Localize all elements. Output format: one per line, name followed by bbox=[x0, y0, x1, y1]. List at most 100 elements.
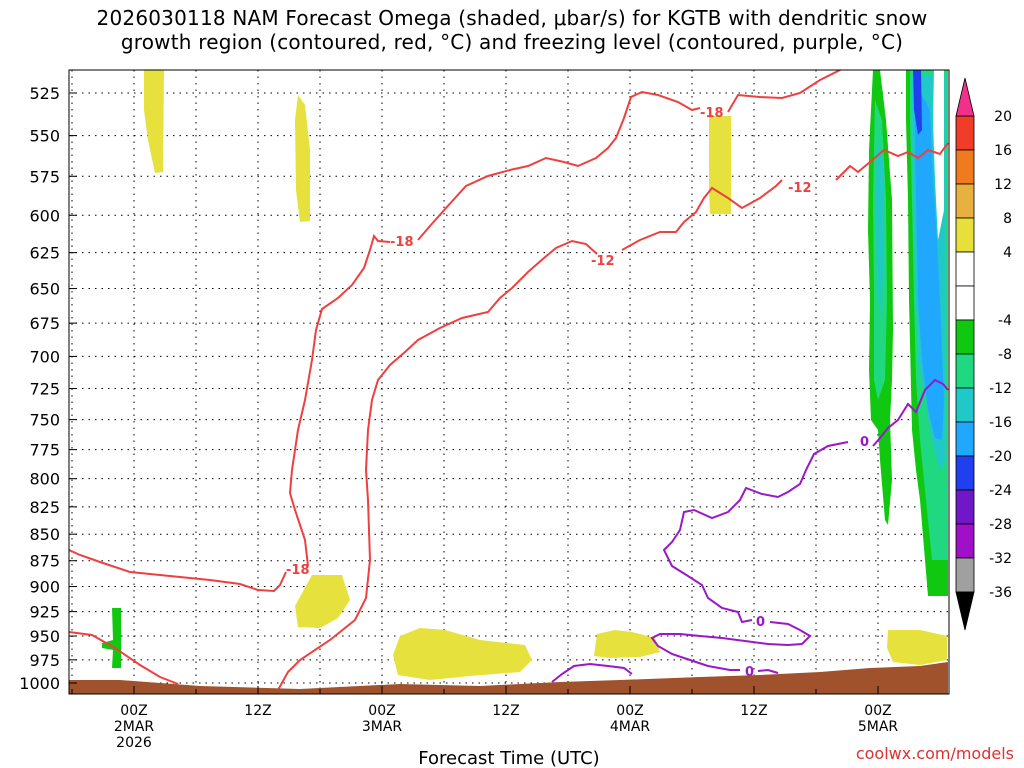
omega-patch-lightblue bbox=[914, 80, 944, 440]
contour-label: 0 bbox=[745, 665, 754, 680]
contour-label: -18 bbox=[700, 106, 724, 121]
contour-minus-12-right bbox=[835, 142, 949, 181]
contour-label: -12 bbox=[591, 254, 615, 269]
y-tick-label: 975 bbox=[29, 651, 60, 670]
y-tick-label: 675 bbox=[29, 314, 60, 333]
colorbar-label: -24 bbox=[989, 483, 1012, 499]
contour-minus-18-upper bbox=[417, 90, 701, 241]
contour-minus-12-upper bbox=[621, 179, 783, 251]
y-tick-label: 700 bbox=[29, 347, 60, 366]
colorbar-swatch bbox=[955, 353, 975, 389]
colorbar-label: -12 bbox=[989, 381, 1012, 397]
x-tick-label: 12Z bbox=[492, 703, 519, 719]
colorbar-swatch bbox=[955, 217, 975, 253]
omega-patch-green bbox=[102, 608, 121, 668]
omega-patch-yellow bbox=[144, 70, 164, 173]
contours bbox=[69, 70, 949, 691]
colorbar-swatch bbox=[955, 115, 975, 151]
x-tick-label: 12Z bbox=[244, 703, 271, 719]
y-tick-label: 875 bbox=[29, 552, 60, 571]
colorbar-swatch bbox=[955, 387, 975, 423]
y-tick-label: 950 bbox=[29, 627, 60, 646]
x-tick-label: 12Z bbox=[740, 703, 767, 719]
colorbar-label: 4 bbox=[1003, 245, 1012, 261]
colorbar-label: -16 bbox=[989, 415, 1012, 431]
colorbar-top-arrow bbox=[955, 77, 975, 117]
contour-labels: -18 -18 -18 -12 -12 0 0 0 bbox=[286, 106, 869, 680]
x-tick-label: 00Z bbox=[368, 703, 395, 719]
y-tick-label: 1000 bbox=[19, 674, 60, 693]
y-tick-label: 750 bbox=[29, 411, 60, 430]
terrain bbox=[69, 662, 948, 694]
colorbar-swatch bbox=[955, 421, 975, 457]
contour-label: 0 bbox=[860, 435, 869, 450]
omega-gap-white bbox=[933, 70, 944, 240]
colorbar-label: -28 bbox=[989, 517, 1012, 533]
x-tick-label: 00Z bbox=[120, 703, 147, 719]
colorbar-label: -8 bbox=[998, 347, 1012, 363]
x-axis-title: Forecast Time (UTC) bbox=[418, 748, 599, 768]
colorbar-swatch bbox=[955, 455, 975, 491]
contour-label: -12 bbox=[788, 181, 812, 196]
contour-freezing-level-lower bbox=[551, 662, 633, 683]
y-tick-label: 650 bbox=[29, 280, 60, 299]
contour-label: -18 bbox=[390, 235, 414, 250]
colorbar: 20 16 12 8 4 -4 -8 -12 -16 -20 -24 -28 -32 -36 bbox=[955, 77, 1012, 631]
contour-label: -18 bbox=[286, 563, 310, 578]
x-tick-label: 3MAR bbox=[362, 719, 403, 735]
contour-freezing-level-loop-tail bbox=[757, 668, 779, 674]
colorbar-swatch bbox=[955, 489, 975, 525]
omega-patch-yellow bbox=[594, 630, 660, 658]
colorbar-swatch bbox=[955, 285, 975, 321]
y-tick-label: 825 bbox=[29, 498, 60, 517]
x-tick-label: 2MAR bbox=[114, 719, 155, 735]
colorbar-swatch bbox=[955, 557, 975, 593]
contour-freezing-level-upper bbox=[662, 441, 849, 624]
x-tick-label: 4MAR bbox=[610, 719, 651, 735]
y-tick-label: 550 bbox=[29, 127, 60, 146]
plot-area bbox=[69, 70, 949, 694]
y-tick-label: 775 bbox=[29, 441, 60, 460]
colorbar-bottom-arrow bbox=[955, 591, 975, 631]
contour-freezing-level-upper-right bbox=[872, 378, 949, 447]
colorbar-swatch bbox=[955, 251, 975, 287]
chart-title: 2026030118 NAM Forecast Omega (shaded, μ… bbox=[96, 6, 928, 54]
colorbar-swatch bbox=[955, 523, 975, 559]
plot-border bbox=[68, 69, 950, 695]
contour-minus-18-right bbox=[727, 70, 842, 113]
contour-freezing-level-loop bbox=[650, 621, 812, 671]
y-tick-label: 800 bbox=[29, 470, 60, 489]
colorbar-swatch bbox=[955, 183, 975, 219]
colorbar-label: -20 bbox=[989, 449, 1012, 465]
y-tick-label: 900 bbox=[29, 578, 60, 597]
contour-minus-18-main bbox=[288, 233, 391, 567]
contour-label: 0 bbox=[756, 615, 765, 630]
colorbar-label: 20 bbox=[994, 109, 1012, 125]
colorbar-swatch bbox=[955, 319, 975, 355]
omega-patch-yellow bbox=[709, 116, 731, 214]
contour-minus-12 bbox=[69, 631, 179, 685]
colorbar-swatch bbox=[955, 149, 975, 185]
colorbar-label: -32 bbox=[989, 551, 1012, 567]
colorbar-label: 16 bbox=[994, 143, 1012, 159]
y-tick-label: 525 bbox=[29, 84, 60, 103]
y-axis: 525 550 575 600 625 650 675 700 725 750 775 800 825 8… bbox=[19, 84, 77, 693]
colorbar-label: 8 bbox=[1003, 211, 1012, 227]
y-tick-label: 600 bbox=[29, 206, 60, 225]
omega-patch-yellow bbox=[295, 95, 310, 222]
colorbar-label: -4 bbox=[998, 313, 1012, 329]
contour-minus-18-left bbox=[69, 549, 287, 593]
y-tick-label: 725 bbox=[29, 380, 60, 399]
omega-patch-yellow bbox=[295, 575, 350, 628]
x-tick-label: 00Z bbox=[616, 703, 643, 719]
colorbar-label: -36 bbox=[989, 585, 1012, 601]
y-tick-label: 575 bbox=[29, 167, 60, 186]
x-tick-label: 2026 bbox=[116, 735, 152, 751]
y-tick-label: 925 bbox=[29, 603, 60, 622]
contour-minus-12-main bbox=[277, 239, 598, 691]
x-tick-label: 5MAR bbox=[858, 719, 899, 735]
omega-patch-cyan bbox=[876, 140, 884, 320]
omega-patch-blue bbox=[913, 70, 922, 135]
